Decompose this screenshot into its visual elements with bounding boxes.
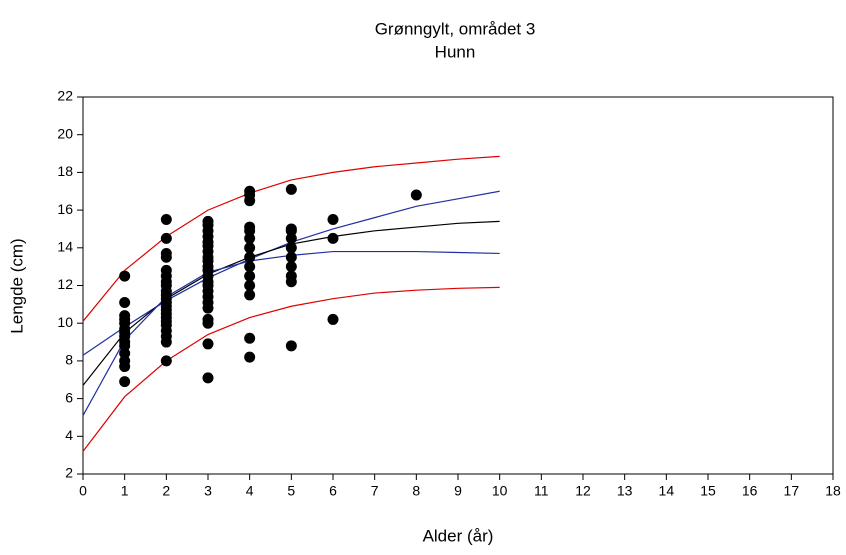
x-tick-label: 17: [784, 483, 800, 499]
data-point: [244, 232, 256, 244]
data-point: [160, 355, 172, 367]
data-point: [244, 185, 256, 197]
x-axis-label: Alder (år): [423, 526, 494, 545]
data-point: [244, 289, 256, 301]
data-point: [119, 296, 131, 308]
chart-subtitle: Hunn: [435, 42, 476, 61]
y-tick-label: 18: [57, 163, 73, 179]
data-point: [244, 270, 256, 282]
data-point: [285, 183, 297, 195]
data-point: [285, 251, 297, 263]
data-point: [119, 347, 131, 359]
x-tick-label: 0: [79, 483, 87, 499]
data-point: [327, 313, 339, 325]
data-point: [244, 242, 256, 254]
data-point: [327, 214, 339, 226]
data-point: [202, 338, 214, 350]
data-point: [244, 351, 256, 363]
data-point: [244, 280, 256, 291]
x-tick-label: 11: [534, 483, 549, 499]
plot-frame: [82, 96, 834, 475]
data-point: [285, 223, 297, 235]
x-tick-label: 8: [412, 483, 420, 499]
y-tick-label: 4: [65, 427, 73, 443]
x-tick-label: 5: [287, 483, 295, 499]
y-tick-label: 14: [57, 239, 73, 255]
chart-title: Grønngylt, området 3: [375, 19, 536, 38]
y-tick-label: 16: [57, 201, 73, 217]
data-point: [244, 332, 256, 344]
x-tick-label: 16: [742, 483, 758, 499]
x-tick-label: 10: [492, 483, 508, 499]
data-point: [160, 247, 172, 259]
data-point: [285, 340, 297, 352]
data-point: [160, 214, 172, 226]
data-point: [160, 264, 172, 276]
data-point: [285, 261, 297, 273]
data-point: [119, 376, 131, 388]
data-point: [244, 261, 256, 273]
data-point: [244, 251, 256, 263]
y-tick-label: 2: [65, 465, 73, 481]
y-tick-label: 6: [65, 389, 73, 405]
x-tick-label: 6: [329, 483, 337, 499]
x-tick-label: 2: [162, 483, 170, 499]
x-tick-label: 7: [371, 483, 379, 499]
x-tick-label: 1: [121, 483, 129, 499]
x-tick-label: 18: [825, 483, 841, 499]
data-point: [119, 355, 131, 367]
y-axis-label: Lengde (cm): [7, 238, 26, 333]
data-point: [327, 232, 339, 244]
data-point: [285, 270, 297, 282]
x-tick-label: 13: [617, 483, 633, 499]
x-tick-label: 9: [454, 483, 462, 499]
data-point: [119, 310, 131, 322]
x-tick-label: 15: [700, 483, 716, 499]
y-tick-label: 8: [65, 352, 73, 368]
data-point: [410, 189, 422, 201]
data-point: [285, 232, 297, 244]
data-point: [202, 372, 214, 384]
y-tick-label: 20: [57, 125, 73, 141]
data-point: [244, 221, 256, 233]
data-point: [202, 215, 214, 227]
data-point: [202, 313, 214, 325]
x-tick-label: 12: [575, 483, 591, 499]
y-tick-label: 10: [57, 314, 73, 330]
data-point: [285, 242, 297, 254]
y-tick-label: 12: [57, 276, 73, 292]
fit-curve: [82, 155, 500, 322]
data-point: [119, 270, 131, 282]
x-tick-label: 14: [659, 483, 675, 499]
y-tick-label: 22: [57, 88, 73, 104]
fit-curve: [82, 286, 500, 452]
data-point: [160, 232, 172, 244]
x-tick-label: 4: [246, 483, 254, 499]
x-tick-label: 3: [204, 483, 212, 499]
